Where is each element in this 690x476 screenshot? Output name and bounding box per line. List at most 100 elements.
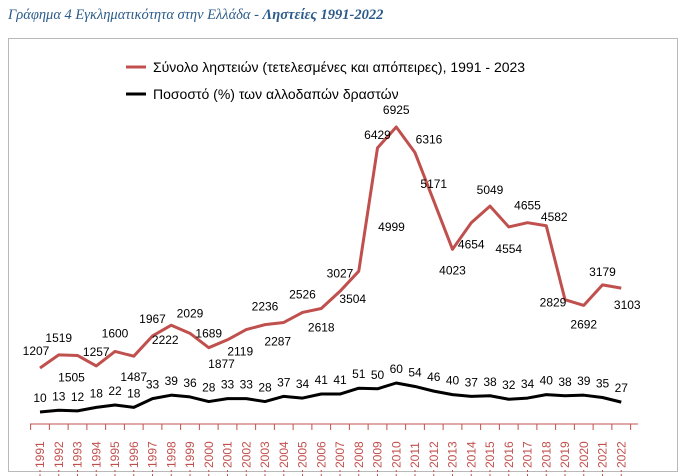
data-label-foreigners: 12 <box>71 390 85 404</box>
data-label-foreigners: 50 <box>371 368 385 382</box>
data-label-robberies: 4554 <box>495 242 522 256</box>
data-label-foreigners: 41 <box>315 373 329 387</box>
x-tick-label: 1993 <box>71 441 85 468</box>
data-label-robberies: 2526 <box>289 287 316 301</box>
x-tick-label: 2011 <box>408 442 422 468</box>
data-label-robberies: 4654 <box>458 238 485 252</box>
x-tick-label: 2018 <box>539 441 553 468</box>
x-tick-label: 1995 <box>108 441 122 468</box>
caption-title: Ληστείες 1991-2022 <box>262 7 384 23</box>
x-tick-label: 2013 <box>446 441 460 468</box>
x-tick-label: 2009 <box>371 441 385 468</box>
data-label-foreigners: 34 <box>521 377 535 391</box>
chart-legend: Σύνολο ληστειών (τετελεσμένες και απόπει… <box>126 59 525 102</box>
data-label-foreigners: 40 <box>540 374 554 388</box>
data-label-foreigners: 33 <box>221 378 235 392</box>
data-label-robberies: 2829 <box>540 296 567 310</box>
data-label-foreigners: 22 <box>108 384 122 398</box>
caption-prefix: Γράφημα 4 Εγκληματικότητα στην Ελλάδα - <box>8 7 263 23</box>
x-tick-label: 2000 <box>202 441 216 468</box>
data-label-robberies: 1207 <box>23 344 50 358</box>
x-tick-label: 1991 <box>33 441 47 468</box>
x-tick-label: 2006 <box>314 441 328 468</box>
data-label-foreigners: 35 <box>596 377 610 391</box>
data-label-robberies: 2618 <box>308 321 335 335</box>
chart-frame <box>8 38 678 472</box>
x-tick-label: 2022 <box>614 441 628 468</box>
data-label-foreigners: 10 <box>33 391 47 405</box>
legend-label-foreigners: Ποσοστό (%) των αλλοδαπών δραστών <box>153 86 399 102</box>
data-label-foreigners: 33 <box>146 378 160 392</box>
x-tick-label: 2001 <box>221 441 235 468</box>
x-tick-label: 1999 <box>183 441 197 468</box>
data-label-foreigners: 32 <box>502 378 516 392</box>
data-label-foreigners: 37 <box>465 375 479 389</box>
series-line-robberies <box>39 125 622 370</box>
data-label-robberies: 1505 <box>58 370 85 384</box>
x-tick-label: 2003 <box>258 441 272 468</box>
x-tick-label: 1998 <box>164 441 178 468</box>
x-tick-label: 1992 <box>52 441 66 468</box>
data-label-robberies: 6925 <box>383 103 410 117</box>
x-tick-label: 2014 <box>464 441 478 468</box>
data-label-robberies: 1600 <box>102 326 129 340</box>
data-label-foreigners: 36 <box>183 376 197 390</box>
data-label-foreigners: 41 <box>333 373 347 387</box>
data-label-foreigners: 39 <box>577 374 591 388</box>
data-label-foreigners: 51 <box>352 367 366 381</box>
x-tick-label: 1994 <box>89 441 103 468</box>
x-tick-label: 2016 <box>502 441 516 468</box>
data-label-foreigners: 39 <box>165 374 179 388</box>
x-tick-label: 2002 <box>239 441 253 468</box>
x-tick-label: 2019 <box>558 441 572 468</box>
data-label-foreigners: 18 <box>90 386 104 400</box>
data-label-robberies: 3027 <box>327 266 354 280</box>
x-tick-label: 1997 <box>146 441 160 468</box>
x-tick-label: 2021 <box>596 441 610 468</box>
x-tick-label: 2008 <box>352 441 366 468</box>
data-label-robberies: 2222 <box>152 333 179 347</box>
data-label-robberies: 4655 <box>514 199 541 213</box>
data-label-foreigners: 37 <box>277 375 291 389</box>
data-label-robberies: 5171 <box>420 177 447 191</box>
data-label-robberies: 1877 <box>208 357 235 371</box>
chart-caption: Γράφημα 4 Εγκληματικότητα στην Ελλάδα - … <box>8 7 383 24</box>
data-label-robberies: 3179 <box>589 265 616 279</box>
data-label-extra: 4999 <box>378 220 405 234</box>
data-label-robberies: 2029 <box>177 306 204 320</box>
data-label-robberies: 4023 <box>439 263 466 277</box>
data-label-foreigners: 34 <box>296 377 310 391</box>
data-label-foreigners: 27 <box>615 381 629 395</box>
data-label-foreigners: 54 <box>408 365 422 379</box>
data-label-foreigners: 33 <box>240 378 254 392</box>
data-label-robberies: 1519 <box>45 331 72 345</box>
data-label-foreigners: 60 <box>390 362 404 376</box>
data-label-robberies: 3103 <box>614 298 641 312</box>
data-label-foreigners: 28 <box>258 381 272 395</box>
x-tick-label: 2005 <box>296 441 310 468</box>
data-label-foreigners: 38 <box>558 375 572 389</box>
x-axis-ticks: 1991 1992 1993 1994 1995 1996 1997 1998 1999 2000… <box>30 424 632 476</box>
x-tick-label: 2017 <box>521 441 535 468</box>
x-tick-label: 1996 <box>127 441 141 468</box>
data-label-robberies: 1487 <box>120 370 147 384</box>
series-line-foreigners <box>39 381 622 414</box>
data-label-robberies: 5049 <box>477 183 504 197</box>
data-label-robberies: 2692 <box>570 317 597 331</box>
data-label-foreigners: 46 <box>427 370 441 384</box>
data-label-foreigners: 40 <box>446 374 460 388</box>
data-label-foreigners: 28 <box>202 381 216 395</box>
data-label-foreigners: 18 <box>127 386 141 400</box>
data-label-robberies: 3504 <box>339 292 366 306</box>
data-label-robberies: 2287 <box>264 334 291 348</box>
x-tick-label: 2012 <box>427 441 441 468</box>
data-label-foreigners: 13 <box>52 389 66 403</box>
data-label-robberies: 6429 <box>364 128 391 142</box>
data-label-robberies: 1967 <box>139 312 166 326</box>
data-label-robberies: 1689 <box>195 327 222 341</box>
x-tick-label: 2010 <box>389 441 403 468</box>
x-tick-label: 2007 <box>333 441 347 468</box>
data-label-robberies: 4582 <box>541 210 568 224</box>
data-label-foreigners: 38 <box>483 375 497 389</box>
